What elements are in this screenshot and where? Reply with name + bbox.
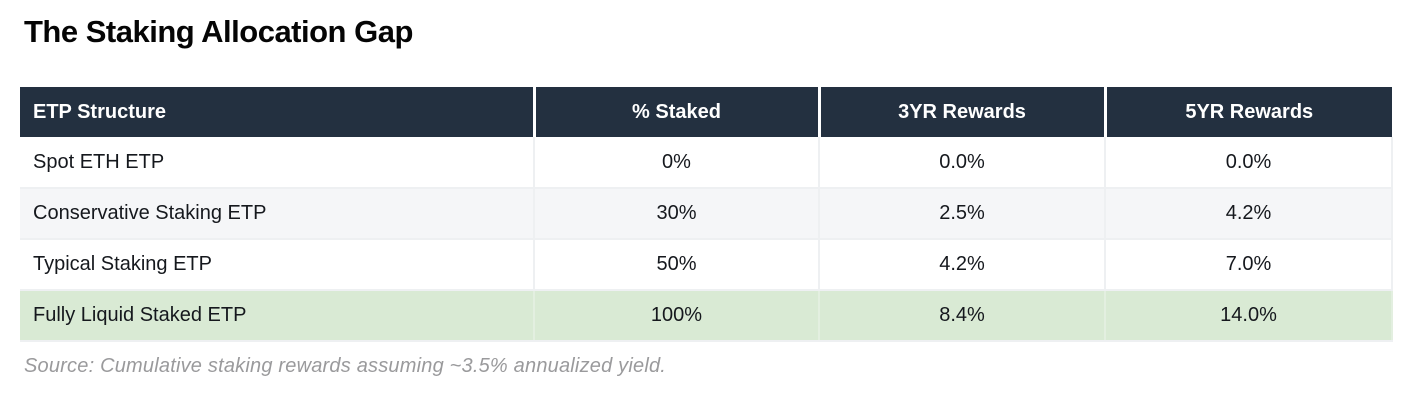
staking-allocation-table: ETP Structure % Staked 3YR Rewards 5YR R…: [20, 87, 1393, 342]
column-header-etp-structure: ETP Structure: [20, 87, 536, 137]
cell-5yr-rewards: 0.0%: [1105, 137, 1393, 189]
table-header-row: ETP Structure % Staked 3YR Rewards 5YR R…: [20, 87, 1392, 137]
cell-3yr-rewards: 2.5%: [819, 188, 1106, 240]
table-row-spot-eth-etp: Spot ETH ETP 0% 0.0% 0.0%: [20, 137, 1393, 189]
cell-staked: 0%: [534, 137, 820, 189]
cell-3yr-rewards: 4.2%: [819, 239, 1106, 291]
table-row-typical-staking-etp: Typical Staking ETP 50% 4.2% 7.0%: [20, 239, 1393, 291]
cell-staked: 30%: [534, 188, 820, 240]
cell-3yr-rewards: 8.4%: [819, 290, 1106, 342]
table-header: ETP Structure % Staked 3YR Rewards 5YR R…: [20, 87, 1392, 137]
cell-staked: 50%: [534, 239, 820, 291]
source-note: Source: Cumulative staking rewards assum…: [24, 355, 667, 377]
table-row-fully-liquid-staked-etp-highlighted: Fully Liquid Staked ETP 100% 8.4% 14.0%: [20, 290, 1393, 342]
cell-structure: Conservative Staking ETP: [20, 188, 535, 240]
column-header-5yr-rewards: 5YR Rewards: [1105, 87, 1392, 137]
cell-5yr-rewards: 14.0%: [1105, 290, 1393, 342]
table-row-conservative-staking-etp: Conservative Staking ETP 30% 2.5% 4.2%: [20, 188, 1393, 240]
cell-structure: Typical Staking ETP: [20, 239, 535, 291]
cell-structure: Spot ETH ETP: [20, 137, 535, 189]
column-header-3yr-rewards: 3YR Rewards: [819, 87, 1107, 137]
cell-staked: 100%: [534, 290, 820, 342]
column-header-pct-staked: % Staked: [534, 87, 821, 137]
page-title: The Staking Allocation Gap: [24, 14, 413, 49]
cell-5yr-rewards: 4.2%: [1105, 188, 1393, 240]
cell-structure: Fully Liquid Staked ETP: [20, 290, 535, 342]
table-body: Spot ETH ETP 0% 0.0% 0.0% Conservative S…: [20, 137, 1393, 342]
cell-3yr-rewards: 0.0%: [819, 137, 1106, 189]
cell-5yr-rewards: 7.0%: [1105, 239, 1393, 291]
